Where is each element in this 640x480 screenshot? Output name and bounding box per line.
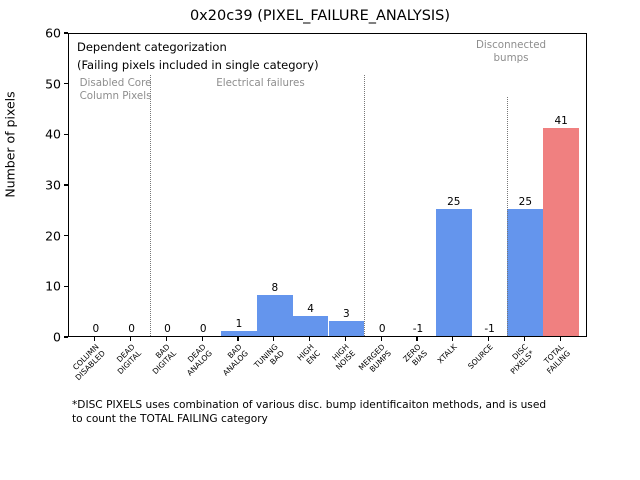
y-tick-mark: [64, 133, 68, 135]
plot-inner: 0 0 0 0 1 8 4 3 0 -1 25 -1 25 41 Dependent categoriza…: [69, 34, 586, 336]
bar: [256, 295, 293, 336]
annotation-group-electrical: Electrical failures: [216, 77, 305, 90]
bar-value-label: 41: [554, 115, 568, 128]
plot-area: 0 0 0 0 1 8 4 3 0 -1 25 -1 25 41 Dependent categoriza…: [68, 33, 587, 337]
bar: [507, 209, 544, 336]
x-tick-mark: [380, 337, 382, 341]
bar-value-label: 3: [343, 307, 350, 320]
y-tick-mark: [64, 184, 68, 186]
y-tick-label: 50: [45, 76, 61, 92]
x-tick-mark: [523, 337, 525, 341]
bar-value-label: 8: [271, 282, 279, 295]
group-separator-line: [364, 74, 366, 336]
y-tick-mark: [64, 32, 68, 34]
bar-value-label: 4: [307, 302, 314, 315]
bar: [435, 209, 472, 336]
group-separator-line: [149, 74, 151, 336]
x-tick-mark: [309, 337, 311, 341]
x-tick-mark: [165, 337, 167, 341]
y-tick-label: 10: [45, 278, 61, 294]
y-tick-mark: [64, 336, 68, 338]
x-tick-mark: [130, 337, 132, 341]
x-tick-mark: [344, 337, 346, 341]
bar: [292, 315, 329, 336]
annotation-group-disabled-core: Disabled Core Column Pixels: [79, 77, 152, 102]
y-tick-label: 60: [45, 25, 61, 41]
bar: [221, 330, 257, 336]
bar-value-label: 1: [235, 317, 243, 330]
bar-value-label: -1: [412, 323, 424, 335]
x-tick-mark: [416, 337, 418, 341]
y-tick-label: 0: [53, 329, 61, 345]
bar-value-label: 0: [164, 323, 171, 335]
x-tick-mark: [201, 337, 203, 341]
y-tick-mark: [64, 83, 68, 85]
x-tick-mark: [488, 337, 490, 341]
y-tick-label: 30: [45, 177, 61, 193]
x-tick-mark: [94, 337, 96, 341]
x-tick-mark: [237, 337, 239, 341]
chart-title: 0x20c39 (PIXEL_FAILURE_ANALYSIS): [189, 8, 451, 24]
y-tick-label: 40: [45, 126, 61, 142]
annotation-header-line1: Dependent categorization: [77, 40, 227, 54]
annotation-header-line2: (Failing pixels included in single categ…: [77, 58, 319, 72]
x-tick-mark: [273, 337, 275, 341]
annotation-group-disconnected: Disconnected bumps: [475, 39, 547, 64]
bar-value-label: 25: [518, 196, 533, 209]
bar: [543, 128, 580, 336]
x-tick-mark: [452, 337, 454, 341]
y-axis-label: Number of pixels: [2, 91, 18, 198]
bar-value-label: 25: [447, 196, 461, 209]
bar-value-label: 0: [128, 323, 135, 335]
x-tick-mark: [559, 337, 561, 341]
bar-value-label: 0: [378, 323, 386, 335]
y-tick-mark: [64, 285, 68, 287]
chart-footnote: *DISC PIXELS uses combination of various…: [72, 399, 547, 426]
bar-value-label: 0: [199, 323, 207, 335]
bar: [328, 320, 365, 336]
group-separator-line: [507, 97, 509, 336]
bar-value-label: -1: [484, 323, 495, 335]
y-tick-mark: [64, 235, 68, 237]
y-tick-label: 20: [45, 228, 61, 244]
bar-value-label: 0: [92, 323, 100, 335]
